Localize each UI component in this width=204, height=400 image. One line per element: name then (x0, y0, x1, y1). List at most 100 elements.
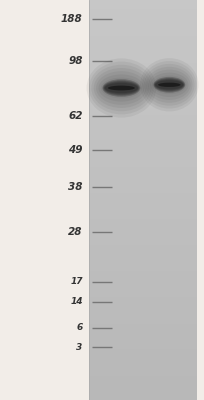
Bar (89, 41, 197, 43)
Bar (89, 225, 197, 227)
Bar (89, 23, 197, 24)
Bar (89, 121, 197, 123)
Bar (89, 371, 197, 372)
Bar (89, 203, 197, 204)
Bar (89, 144, 197, 145)
Bar (89, 288, 197, 289)
Bar (89, 361, 197, 363)
Bar (89, 325, 197, 327)
Bar (89, 244, 197, 245)
Bar (89, 4, 197, 5)
Bar (89, 315, 197, 316)
Bar (89, 156, 197, 157)
Bar (89, 195, 197, 196)
Bar (89, 197, 197, 199)
Bar (89, 388, 197, 389)
Bar (89, 35, 197, 36)
Bar (89, 87, 197, 88)
Bar (89, 164, 197, 165)
Bar (89, 240, 197, 241)
Bar (89, 271, 197, 272)
Bar (89, 163, 197, 164)
Bar (89, 176, 197, 177)
Bar (89, 136, 197, 137)
Bar (89, 377, 197, 379)
Bar (89, 59, 197, 60)
Bar (89, 312, 197, 313)
Bar (89, 65, 197, 67)
Ellipse shape (144, 64, 195, 106)
Bar (89, 168, 197, 169)
Bar (89, 40, 197, 41)
Ellipse shape (105, 83, 138, 93)
Ellipse shape (155, 79, 184, 90)
Bar (89, 113, 197, 115)
Ellipse shape (102, 79, 140, 97)
Bar (89, 332, 197, 333)
Bar (89, 76, 197, 77)
Bar (197, 0, 204, 400)
Bar (89, 295, 197, 296)
Bar (89, 12, 197, 13)
Bar (89, 281, 197, 283)
Bar (89, 337, 197, 339)
Bar (89, 124, 197, 125)
Bar (89, 83, 197, 84)
Bar (89, 364, 197, 365)
Bar (89, 32, 197, 33)
Bar (89, 351, 197, 352)
Bar (89, 252, 197, 253)
Bar (89, 187, 197, 188)
Bar (89, 24, 197, 25)
Bar (89, 201, 197, 203)
Bar (89, 91, 197, 92)
Bar (89, 51, 197, 52)
Bar (89, 137, 197, 139)
Bar (89, 321, 197, 323)
Bar (89, 119, 197, 120)
Bar (89, 396, 197, 397)
Bar (89, 347, 197, 348)
Bar (89, 191, 197, 192)
Bar (89, 5, 197, 7)
Bar (89, 299, 197, 300)
Bar (89, 155, 197, 156)
Bar (89, 233, 197, 235)
Ellipse shape (152, 76, 186, 94)
Ellipse shape (154, 78, 185, 92)
Bar (89, 60, 197, 61)
Bar (89, 88, 197, 89)
Bar (89, 44, 197, 45)
Bar (89, 317, 197, 319)
Bar (89, 221, 197, 223)
Bar (89, 167, 197, 168)
Bar (89, 49, 197, 51)
Bar (89, 287, 197, 288)
Ellipse shape (150, 72, 188, 97)
Bar (89, 104, 197, 105)
Bar (89, 9, 197, 11)
Bar (89, 153, 197, 155)
Bar (89, 336, 197, 337)
Bar (89, 55, 197, 56)
Bar (89, 392, 197, 393)
Bar (89, 293, 197, 295)
Bar (89, 105, 197, 107)
Bar (89, 13, 197, 15)
Bar (89, 85, 197, 87)
Bar (89, 20, 197, 21)
Bar (89, 367, 197, 368)
Bar (89, 267, 197, 268)
Bar (89, 165, 197, 167)
Bar (89, 177, 197, 179)
Bar (89, 56, 197, 57)
Bar (89, 224, 197, 225)
Bar (89, 309, 197, 311)
Text: 38: 38 (68, 182, 83, 192)
Bar (89, 15, 197, 16)
Bar (89, 323, 197, 324)
Bar (89, 71, 197, 72)
Bar (89, 37, 197, 39)
Bar (89, 84, 197, 85)
Bar (89, 327, 197, 328)
